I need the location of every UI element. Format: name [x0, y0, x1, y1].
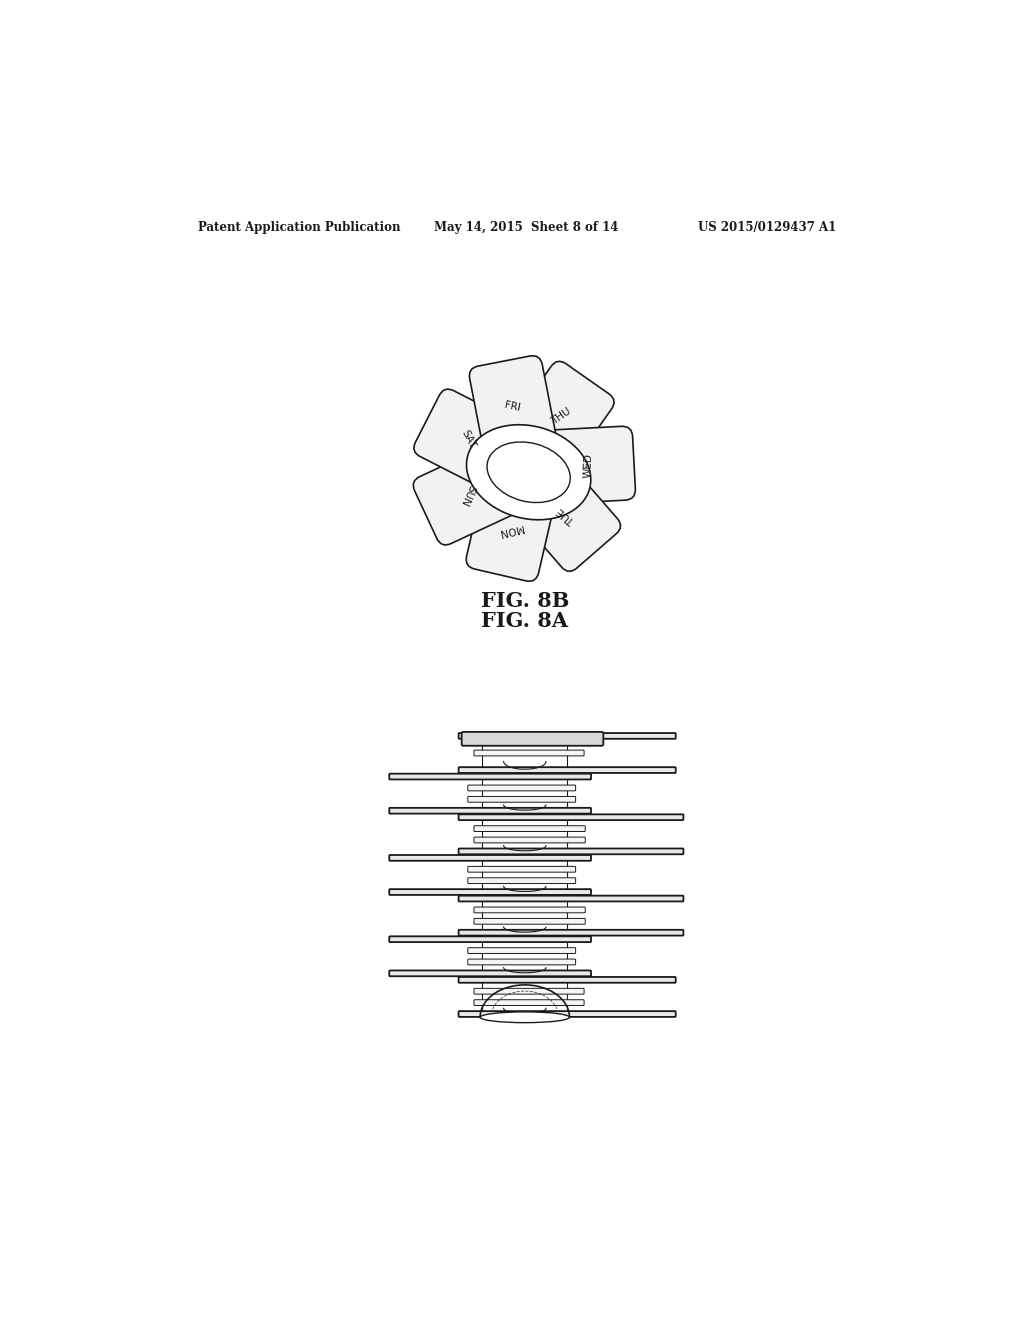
FancyBboxPatch shape	[459, 929, 683, 936]
FancyBboxPatch shape	[541, 426, 635, 504]
FancyBboxPatch shape	[389, 936, 591, 942]
FancyBboxPatch shape	[459, 814, 683, 820]
FancyBboxPatch shape	[468, 796, 575, 803]
FancyBboxPatch shape	[466, 479, 555, 581]
FancyBboxPatch shape	[459, 896, 683, 902]
FancyBboxPatch shape	[474, 999, 584, 1006]
FancyBboxPatch shape	[474, 919, 586, 924]
FancyBboxPatch shape	[459, 1011, 676, 1016]
Ellipse shape	[480, 1012, 569, 1023]
FancyBboxPatch shape	[389, 970, 591, 977]
FancyBboxPatch shape	[459, 849, 683, 854]
Text: SAT: SAT	[460, 429, 477, 450]
Text: FIG. 8A: FIG. 8A	[481, 611, 568, 631]
Ellipse shape	[467, 425, 591, 520]
Text: May 14, 2015  Sheet 8 of 14: May 14, 2015 Sheet 8 of 14	[434, 220, 618, 234]
FancyBboxPatch shape	[508, 362, 614, 473]
Text: WED: WED	[583, 453, 594, 478]
FancyBboxPatch shape	[414, 445, 522, 545]
FancyBboxPatch shape	[468, 866, 575, 873]
Ellipse shape	[487, 442, 570, 503]
FancyBboxPatch shape	[468, 878, 575, 883]
FancyBboxPatch shape	[459, 767, 676, 774]
Text: MON: MON	[498, 523, 524, 537]
FancyBboxPatch shape	[414, 389, 523, 491]
Text: US 2015/0129437 A1: US 2015/0129437 A1	[698, 220, 837, 234]
FancyBboxPatch shape	[459, 977, 676, 983]
FancyBboxPatch shape	[474, 750, 584, 756]
Text: THU: THU	[549, 407, 572, 426]
FancyBboxPatch shape	[468, 948, 575, 953]
Text: FRI: FRI	[504, 400, 521, 413]
FancyBboxPatch shape	[389, 890, 591, 895]
FancyBboxPatch shape	[512, 461, 621, 572]
FancyBboxPatch shape	[389, 808, 591, 813]
FancyBboxPatch shape	[474, 907, 586, 913]
FancyBboxPatch shape	[474, 837, 586, 843]
Text: SUN: SUN	[459, 483, 477, 507]
FancyBboxPatch shape	[474, 989, 584, 994]
FancyBboxPatch shape	[389, 855, 591, 861]
FancyBboxPatch shape	[459, 733, 676, 739]
FancyBboxPatch shape	[389, 774, 591, 780]
Text: FIG. 8B: FIG. 8B	[480, 590, 569, 611]
Text: Patent Application Publication: Patent Application Publication	[198, 220, 400, 234]
Text: TUE: TUE	[555, 506, 578, 527]
FancyBboxPatch shape	[468, 960, 575, 965]
FancyBboxPatch shape	[474, 826, 586, 832]
FancyBboxPatch shape	[468, 785, 575, 791]
FancyBboxPatch shape	[469, 356, 556, 457]
FancyBboxPatch shape	[462, 731, 603, 746]
